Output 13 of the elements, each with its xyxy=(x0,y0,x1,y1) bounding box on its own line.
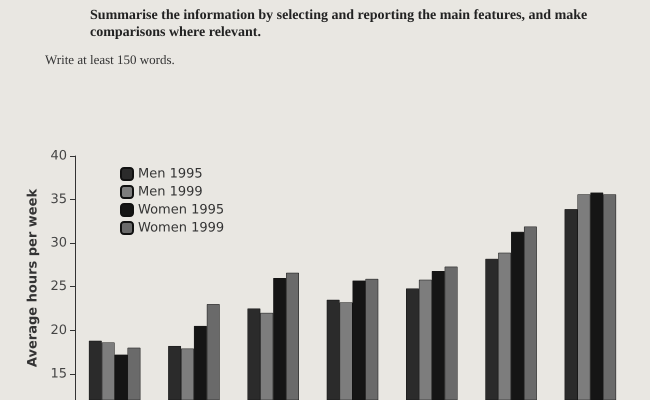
y-tick-label: 15 xyxy=(50,366,67,382)
legend-label: Women 1995 xyxy=(138,202,224,218)
legend-label: Men 1995 xyxy=(138,166,203,182)
chart-subtitle: Write at least 150 words. xyxy=(45,52,175,67)
y-tick-label: 40 xyxy=(50,148,67,164)
y-tick-label: 35 xyxy=(50,192,67,208)
y-tick-label: 30 xyxy=(50,236,67,251)
legend-label: Women 1999 xyxy=(138,220,224,236)
y-tick-label: 25 xyxy=(50,279,67,294)
y-tick-label: 20 xyxy=(50,322,67,338)
y-axis-title: Average hours per week xyxy=(26,188,41,368)
legend-label: Men 1999 xyxy=(138,184,203,200)
chart-title: Summarise the information by selecting and reporting the main features, and make comparisons where relevant. xyxy=(90,8,591,40)
